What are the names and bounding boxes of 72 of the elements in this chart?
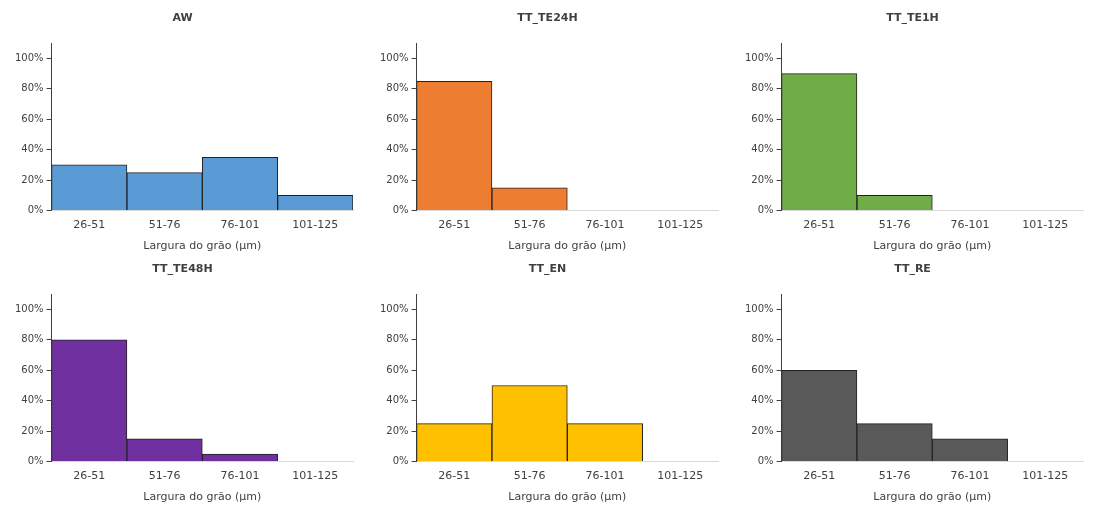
x-tick-label: 76-101	[950, 469, 990, 483]
y-tick-label: 0%	[392, 204, 409, 216]
y-tick-label: 60%	[386, 363, 409, 375]
chart-title: TT_TE1H	[886, 11, 939, 25]
x-tick-label: 76-101	[585, 469, 625, 483]
y-tick-label: 0%	[27, 455, 44, 467]
x-axis-title: Largura do grão (µm)	[873, 239, 992, 253]
y-tick-label: 0%	[757, 455, 774, 467]
y-tick-label: 80%	[751, 82, 774, 94]
x-axis-title: Largura do grão (µm)	[508, 239, 627, 253]
y-tick-label: 20%	[386, 424, 409, 436]
x-tick-label: 76-101	[220, 469, 260, 483]
y-tick-label: 100%	[15, 303, 44, 315]
y-tick-label: 0%	[757, 204, 774, 216]
x-tick-label: 76-101	[585, 218, 625, 232]
x-tick-label: 26-51	[803, 469, 836, 483]
y-tick-label: 0%	[27, 204, 44, 216]
x-tick-label: 26-51	[73, 218, 106, 232]
x-tick-label: 101-125	[1022, 218, 1069, 232]
y-tick-label: 0%	[392, 455, 409, 467]
x-tick-label: 26-51	[438, 218, 471, 232]
y-tick-label: 20%	[751, 424, 774, 436]
y-tick-label: 60%	[751, 112, 774, 124]
x-tick-label: 51-76	[878, 469, 911, 483]
chart-title: AW	[172, 11, 193, 25]
x-axis-title: Largura do grão (µm)	[143, 239, 262, 253]
y-tick-label: 80%	[386, 82, 409, 94]
y-tick-label: 60%	[751, 363, 774, 375]
y-tick-label: 20%	[21, 424, 44, 436]
x-tick-label: 26-51	[803, 218, 836, 232]
chart-title: TT_RE	[894, 262, 931, 276]
x-tick-label: 51-76	[513, 469, 546, 483]
y-tick-label: 60%	[21, 112, 44, 124]
x-tick-label: 101-125	[657, 218, 704, 232]
x-axis-title: Largura do grão (µm)	[873, 490, 992, 504]
y-tick-label: 100%	[15, 52, 44, 64]
y-tick-label: 60%	[386, 112, 409, 124]
x-tick-label: 76-101	[950, 218, 990, 232]
y-tick-label: 100%	[745, 52, 774, 64]
y-tick-label: 80%	[751, 333, 774, 345]
y-tick-label: 40%	[751, 394, 774, 406]
x-tick-label: 101-125	[292, 469, 339, 483]
x-tick-label: 26-51	[73, 469, 106, 483]
y-tick-label: 100%	[745, 303, 774, 315]
x-tick-label: 101-125	[657, 469, 704, 483]
x-tick-label: 51-76	[148, 218, 181, 232]
y-tick-label: 80%	[21, 333, 44, 345]
y-tick-label: 100%	[380, 303, 409, 315]
y-tick-label: 20%	[386, 173, 409, 185]
x-axis-title: Largura do grão (µm)	[508, 490, 627, 504]
x-tick-label: 101-125	[1022, 469, 1069, 483]
y-tick-label: 20%	[21, 173, 44, 185]
y-tick-label: 60%	[21, 363, 44, 375]
x-tick-label: 51-76	[513, 218, 546, 232]
x-tick-label: 51-76	[878, 218, 911, 232]
y-tick-label: 80%	[21, 82, 44, 94]
x-tick-label: 26-51	[438, 469, 471, 483]
chart-title: TT_TE48H	[152, 262, 213, 276]
y-tick-label: 40%	[386, 143, 409, 155]
y-tick-label: 20%	[751, 173, 774, 185]
chart-title: TT_TE24H	[517, 11, 578, 25]
y-tick-label: 40%	[751, 143, 774, 155]
x-tick-label: 101-125	[292, 218, 339, 232]
y-tick-label: 40%	[21, 394, 44, 406]
x-tick-label: 51-76	[148, 469, 181, 483]
x-axis-title: Largura do grão (µm)	[143, 490, 262, 504]
x-tick-label: 76-101	[220, 218, 260, 232]
y-tick-label: 40%	[386, 394, 409, 406]
y-tick-label: 100%	[380, 52, 409, 64]
chart-title: TT_EN	[528, 262, 567, 276]
y-tick-label: 80%	[386, 333, 409, 345]
y-tick-label: 40%	[21, 143, 44, 155]
